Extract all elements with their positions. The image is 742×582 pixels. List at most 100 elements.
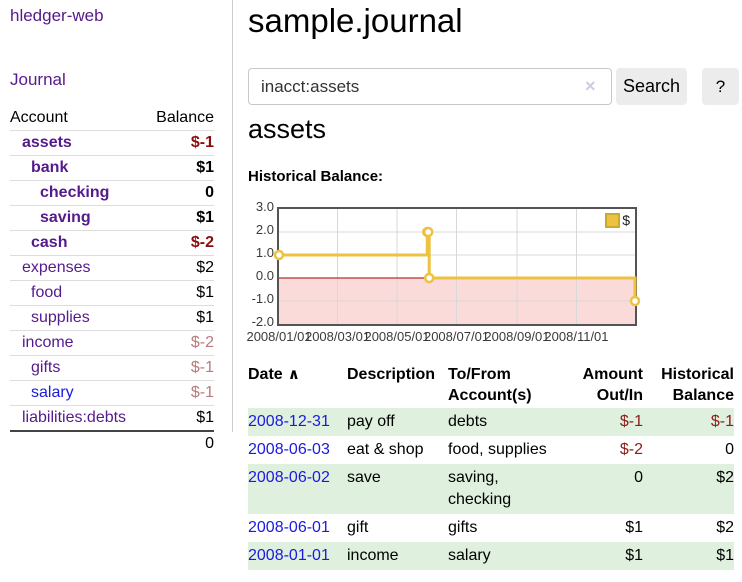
col-header-description: Description	[347, 366, 436, 383]
y-axis-tick-label: -2.0	[251, 314, 274, 329]
transaction-description: eat & shop	[347, 441, 424, 458]
account-balance: $-1	[146, 380, 214, 406]
account-balance: $1	[146, 155, 214, 181]
sidebar-account-link[interactable]: cash	[31, 234, 68, 251]
account-heading: assets	[248, 114, 327, 144]
transaction-date-link[interactable]: 2008-01-01	[248, 547, 330, 564]
x-axis-tick-label: 2008/07/01	[423, 329, 490, 344]
sidebar-account-link[interactable]: salary	[31, 384, 74, 401]
account-row: supplies $1	[10, 305, 214, 331]
transaction-amount: $-1	[554, 408, 643, 436]
account-row: saving $1	[10, 205, 214, 231]
transaction-balance: $2	[643, 464, 734, 514]
col-header-date[interactable]: Date ∧	[248, 366, 300, 383]
app-title-link[interactable]: hledger-web	[10, 6, 104, 25]
chart-title: Historical Balance:	[248, 168, 384, 185]
account-row: cash $-2	[10, 230, 214, 256]
transaction-balance: $2	[716, 519, 734, 536]
account-balance: $2	[146, 255, 214, 281]
transaction-balance: 0	[725, 441, 734, 458]
account-balance: $1	[146, 205, 214, 231]
transaction-row: 2008-06-02 save saving, checking 0 $2	[248, 464, 734, 514]
y-axis-tick-label: 2.0	[255, 222, 274, 237]
sidebar-account-link[interactable]: saving	[40, 209, 91, 226]
transaction-description: gift	[347, 519, 369, 536]
historical-balance-chart: $ 3.0 2.0 1.0 0.0 -1.0 -2.0 2008/01/01 2008/03/…	[246, 199, 742, 355]
transaction-accounts: saving, checking	[448, 464, 554, 514]
transaction-amount: $1	[554, 542, 643, 570]
transaction-row: 2008-01-01 income salary $1 $1	[248, 542, 734, 570]
sidebar-account-link[interactable]: liabilities:debts	[22, 409, 127, 426]
account-row: checking 0	[10, 180, 214, 206]
transaction-row: 2008-06-03 eat & shop food, supplies $-2 0	[248, 436, 734, 464]
x-axis-tick-label: 2008/11/01	[544, 329, 609, 344]
transaction-accounts: food, supplies	[448, 441, 547, 458]
search-input[interactable]	[248, 68, 612, 105]
sidebar-account-link[interactable]: checking	[40, 184, 110, 201]
sidebar-account-link[interactable]: expenses	[22, 259, 91, 276]
account-row: assets $-1	[10, 130, 214, 156]
transaction-date-link[interactable]: 2008-12-31	[248, 413, 330, 430]
sidebar-account-link[interactable]: bank	[31, 159, 69, 176]
account-row: expenses $2	[10, 255, 214, 281]
transaction-row: 2008-06-01 gift gifts $1 $2	[248, 514, 734, 542]
transaction-date-link[interactable]: 2008-06-01	[248, 519, 330, 536]
account-balance: $-1	[146, 355, 214, 381]
transactions-body: 2008-12-31 pay off debts $-1 $-1 2008-06-03 ea…	[248, 408, 734, 570]
sidebar-item-journal[interactable]: Journal	[10, 70, 66, 89]
transaction-date-link[interactable]: 2008-06-02	[248, 469, 330, 486]
search-button[interactable]: Search	[616, 68, 687, 105]
x-axis-tick-label: 2008/03/01	[304, 329, 371, 344]
transaction-amount: $1	[625, 519, 643, 536]
transaction-accounts: debts	[448, 408, 554, 436]
y-axis-tick-label: 0.0	[255, 268, 274, 283]
transaction-date-link[interactable]: 2008-06-03	[248, 441, 330, 458]
transaction-description: pay off	[347, 408, 448, 436]
account-balance: $1	[146, 305, 214, 331]
account-row: gifts $-1	[10, 355, 214, 381]
chart-plot-area: $	[273, 207, 641, 326]
sidebar-account-link[interactable]: income	[22, 334, 74, 351]
transaction-amount: 0	[554, 464, 643, 514]
y-axis-tick-label: 1.0	[255, 245, 274, 260]
account-row: income $-2	[10, 330, 214, 356]
x-axis-tick-label: 2008/09/01	[484, 329, 550, 344]
clear-search-icon[interactable]: ×	[585, 76, 596, 96]
col-header-balance: Historical Balance	[661, 366, 734, 404]
account-row: bank $1	[10, 155, 214, 181]
transaction-balance: $1	[643, 542, 734, 570]
transactions-table: Date ∧ Description To/From Account(s) Amo…	[248, 362, 734, 570]
transaction-accounts: gifts	[448, 519, 478, 536]
balance-chart-svg	[273, 209, 641, 324]
account-balance: $1	[146, 280, 214, 306]
sidebar-account-link[interactable]: gifts	[31, 359, 61, 376]
search-form: × Search ?	[248, 68, 742, 105]
sidebar-account-link[interactable]: assets	[22, 134, 72, 151]
transaction-description: income	[347, 542, 448, 570]
accounts-total-row: 0	[10, 430, 214, 456]
transaction-accounts: salary	[448, 542, 554, 570]
page-title: sample.journal	[248, 2, 463, 39]
col-header-amount: Amount Out/In	[582, 366, 643, 404]
x-axis-tick-label: 2008/01/01	[246, 329, 312, 344]
transaction-row: 2008-12-31 pay off debts $-1 $-1	[248, 408, 734, 436]
transaction-description: save	[347, 464, 448, 514]
account-row: liabilities:debts $1	[10, 405, 214, 432]
transaction-balance: $-1	[643, 408, 734, 436]
accounts-header-account: Account	[10, 106, 147, 131]
chart-legend: $	[604, 212, 631, 228]
y-axis-tick-label: 3.0	[255, 199, 274, 214]
sidebar-account-link[interactable]: food	[31, 284, 63, 301]
sort-asc-icon: ∧	[287, 366, 300, 383]
legend-label: $	[622, 212, 630, 228]
help-button[interactable]: ?	[702, 68, 739, 105]
account-balance: 0	[146, 180, 214, 206]
main-content: sample.journal × Search ? assets Histori…	[246, 0, 742, 582]
account-balance: $-2	[146, 230, 214, 256]
sidebar: hledger-web Journal Account Balance asse…	[0, 0, 233, 456]
accounts-table: Account Balance assets $-1 bank $1 checking 0…	[10, 106, 214, 456]
account-row: salary $-1	[10, 380, 214, 406]
accounts-total-value: 0	[146, 430, 214, 456]
sidebar-account-link[interactable]: supplies	[31, 309, 90, 326]
account-balance: $1	[146, 405, 214, 432]
